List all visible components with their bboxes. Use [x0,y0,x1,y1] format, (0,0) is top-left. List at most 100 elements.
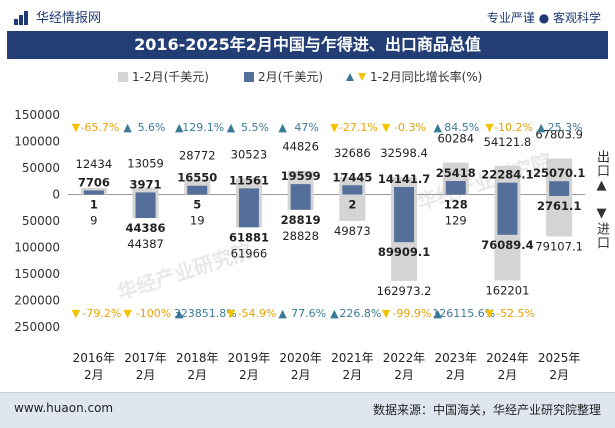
import-month-bar [497,195,517,235]
import-ytd-label: 162973.2 [377,284,432,298]
import-growth-label: 77.6% [291,307,326,320]
import-month-bar [239,195,259,228]
export-ytd-label: 13059 [127,157,164,171]
y-tick-label: 50000 [22,161,60,175]
import-month-label: 76089.4 [481,238,533,252]
import-ytd-label: 9 [90,214,97,228]
import-growth-label: -54.9% [237,307,276,320]
export-month-label: 3971 [130,177,162,191]
export-growth-label: 5.5% [241,121,269,134]
import-month-bar [394,195,414,243]
export-growth-label: 84.5% [444,121,479,134]
y-tick-label: 150000 [14,108,60,122]
brand-name: 华经情报网 [36,7,101,26]
export-month-label: 16550 [177,171,217,185]
x-tick-label-year: 2020年 [279,351,322,365]
import-ytd-label: 44387 [127,237,164,251]
x-tick-label-month: 2月 [187,368,207,382]
export-growth-label: -0.3% [394,121,426,134]
import-ytd-label: 28828 [282,229,319,243]
import-month-label: 1 [90,198,98,212]
x-tick-label-year: 2022年 [383,351,426,365]
export-month-bar [549,181,569,194]
legend-item-growth: 1-2月同比增长率(%) [346,68,482,85]
down-triangle-icon [358,73,366,81]
import-ytd-label: 49873 [334,224,371,238]
import-ytd-label: 79107.1 [535,239,583,253]
up-triangle-icon [346,73,354,81]
up-triangle-icon: ▲ [330,307,339,320]
down-triangle-icon: ▼ [123,307,132,320]
y-tick-label: 200000 [14,294,60,308]
import-side-label: ▼进口 [592,206,611,250]
up-triangle-icon: ▲ [434,121,443,134]
legend-item-ytd: 1-2月(千美元) [118,68,209,85]
import-ytd-label: 19 [190,214,205,228]
down-triangle-icon: ▼ [72,307,81,320]
import-month-label: 28819 [281,213,321,227]
legend-item-month: 2月(千美元) [244,68,323,85]
up-triangle-icon: ▲ [123,121,132,134]
import-month-bar [136,195,156,219]
legend-label-month: 2月(千美元) [258,68,323,85]
top-bar: 华经情报网 专业严谨 ● 客观科学 [0,0,615,30]
export-month-label: 11561 [229,173,269,187]
tagline: 专业严谨 ● 客观科学 [487,9,601,26]
export-growth-label: 47% [294,121,318,134]
x-tick-label-month: 2月 [291,368,311,382]
logo-icon [14,10,30,24]
export-ytd-label: 32598.4 [380,146,428,160]
export-growth-label: 5.6% [138,121,166,134]
import-month-label: 44386 [126,221,166,235]
export-side-label: 出口▲ [592,150,611,194]
down-triangle-icon: ▼ [382,121,391,134]
export-month-bar [291,184,311,194]
import-month-label: 5 [193,198,201,212]
export-month-label: 25418 [436,166,476,180]
x-tick-label-year: 2024年 [486,351,529,365]
export-growth-label: -65.7% [80,121,119,134]
export-month-bar [394,187,414,194]
export-month-label: 25070.1 [533,166,585,180]
export-ytd-label: 28772 [179,148,216,162]
export-growth-label: -27.1% [339,121,378,134]
export-month-bar [497,183,517,195]
down-triangle-icon: ▼ [485,307,494,320]
export-label: 出口 [594,150,609,178]
export-growth-label: -10.2% [494,121,533,134]
import-ytd-label: 162201 [485,283,529,297]
x-tick-label-month: 2月 [343,368,363,382]
export-ytd-label: 12434 [76,157,113,171]
down-triangle-icon: ▼ [72,121,81,134]
import-month-label: 89909.1 [378,245,430,259]
export-month-label: 17445 [332,170,372,184]
up-triangle-icon: ▲ [227,121,236,134]
export-ytd-label: 32686 [334,146,371,160]
footer: www.huaon.com 数据来源：中国海关，华经产业研究院整理 [0,392,615,428]
x-tick-label-year: 2017年 [124,351,167,365]
export-month-bar [239,188,259,194]
x-tick-label-year: 2021年 [331,351,374,365]
export-growth-label: 25.3% [548,121,583,134]
legend: 1-2月(千美元) 2月(千美元) 1-2月同比增长率(%) [0,66,615,86]
down-triangle-icon: ▼ [485,121,494,134]
x-tick-label-month: 2月 [394,368,414,382]
export-month-bar [84,190,104,194]
import-growth-label: -52.5% [496,307,535,320]
up-triangle-icon: ▲ [278,121,287,134]
y-tick-label: 100000 [14,135,60,149]
watermark: 华经产业研究院 [414,149,555,215]
export-ytd-label: 54121.8 [484,135,532,149]
import-month-bar [291,195,311,210]
import-growth-label: -100% [136,307,171,320]
import-month-label: 128 [444,198,468,212]
down-triangle-icon: ▼ [382,307,391,320]
brand: 华经情报网 [14,7,101,26]
x-tick-label-month: 2月 [239,368,259,382]
x-tick-label-year: 2025年 [538,351,581,365]
export-month-label: 19599 [281,169,321,183]
export-month-label: 14141.7 [378,172,430,186]
legend-label-ytd: 1-2月(千美元) [132,68,209,85]
month-swatch [244,72,254,82]
down-triangle-icon: ▼ [227,307,236,320]
